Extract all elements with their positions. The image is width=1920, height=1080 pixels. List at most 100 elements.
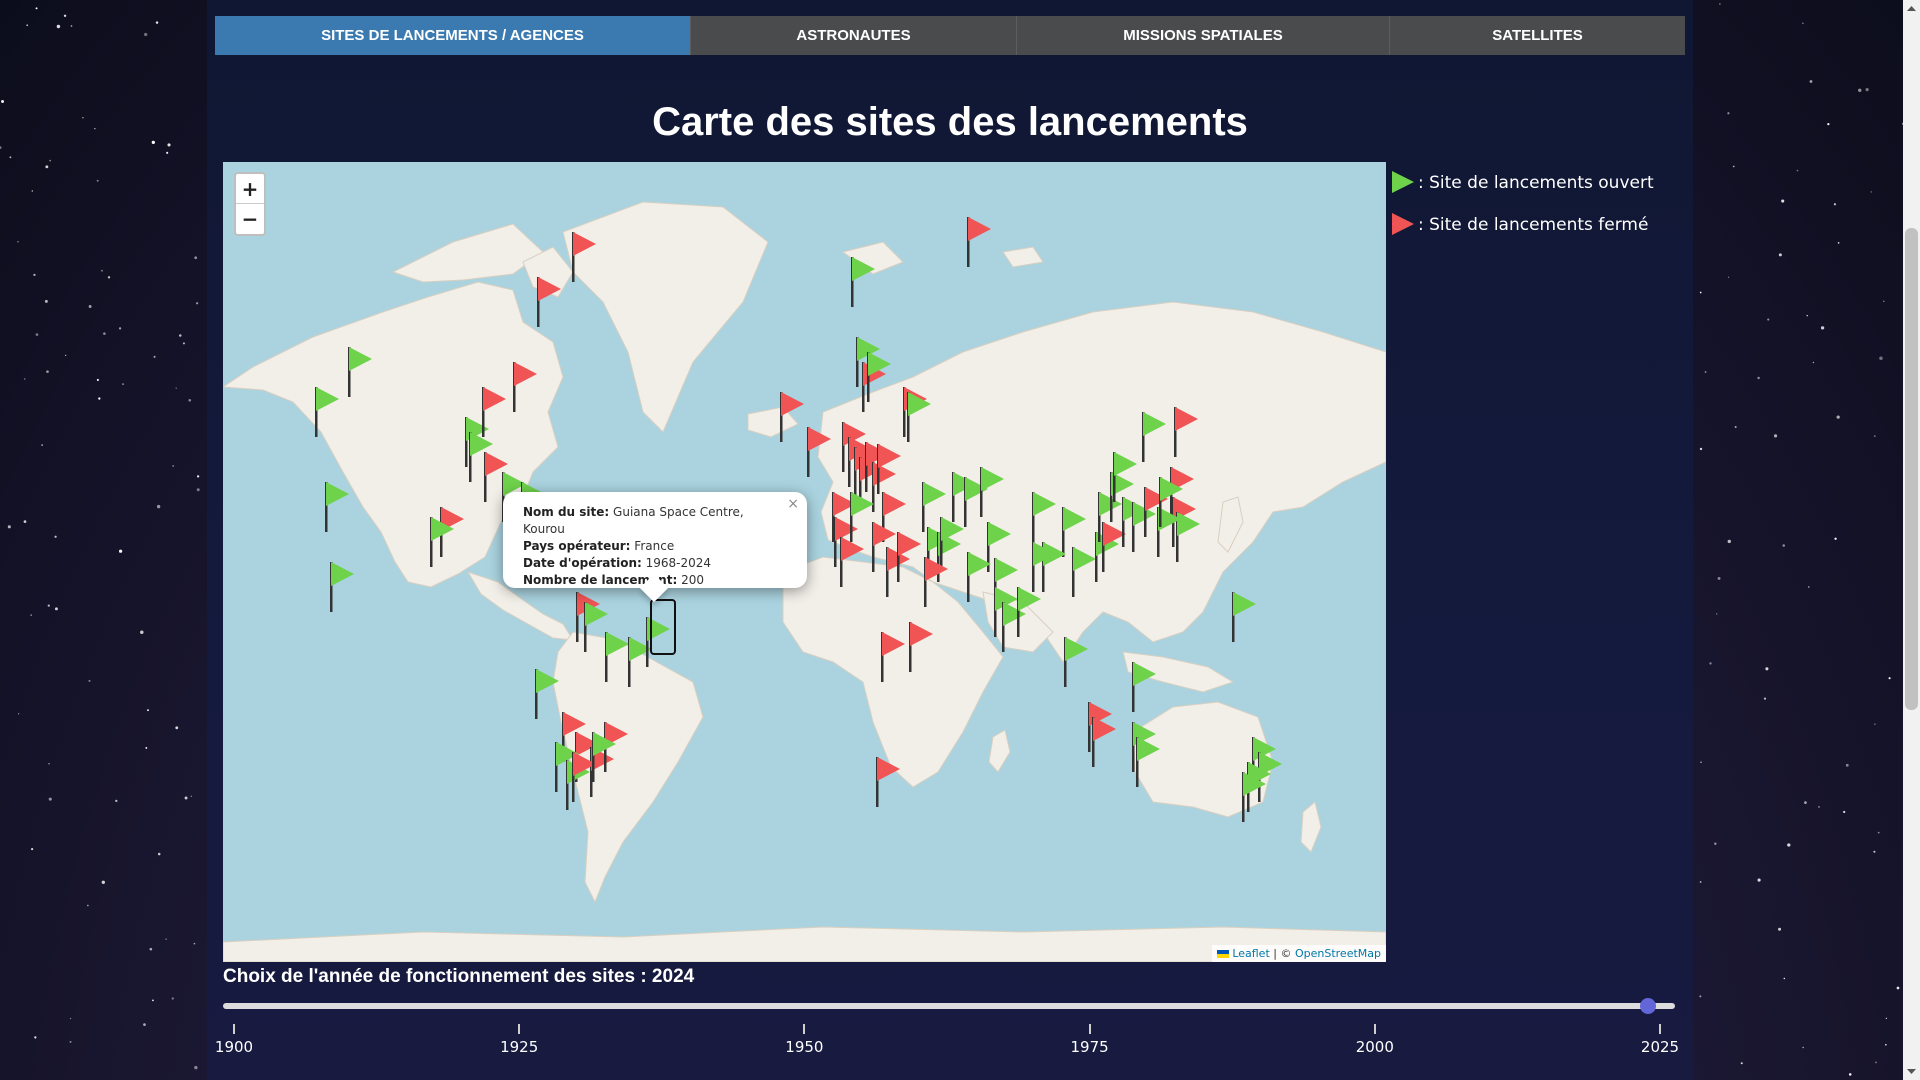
- open-site-flag-icon[interactable]: [980, 467, 1004, 517]
- closed-site-flag-icon[interactable]: [1092, 717, 1116, 767]
- closed-site-flag-icon[interactable]: [537, 277, 561, 327]
- open-site-flag-icon[interactable]: [1136, 737, 1160, 787]
- open-site-flag-icon[interactable]: [325, 482, 349, 532]
- open-site-flag-icon[interactable]: [1113, 452, 1137, 502]
- page-title: Carte des sites des lancements: [652, 100, 1248, 144]
- open-site-flag-icon[interactable]: [987, 522, 1011, 572]
- closed-site-flag-icon[interactable]: [832, 492, 856, 542]
- closed-site-flag-icon[interactable]: [924, 557, 948, 607]
- open-site-flag-icon[interactable]: [315, 387, 339, 437]
- open-site-flag-icon[interactable]: [1095, 532, 1119, 582]
- closed-site-flag-icon[interactable]: [840, 537, 864, 587]
- tab-astronauts[interactable]: ASTRONAUTES: [691, 16, 1017, 55]
- close-icon[interactable]: ×: [787, 496, 799, 512]
- open-site-flag-icon[interactable]: [1176, 512, 1200, 562]
- page-scrollbar[interactable]: [1903, 0, 1920, 1080]
- open-site-flag-icon[interactable]: [592, 732, 616, 782]
- closed-site-flag-icon[interactable]: [513, 362, 537, 412]
- open-site-flag-icon[interactable]: [1062, 507, 1086, 557]
- open-site-flag-icon[interactable]: [605, 632, 629, 682]
- closed-site-flag-icon[interactable]: [876, 757, 900, 807]
- open-site-flag-icon[interactable]: [922, 482, 946, 532]
- open-site-flag-icon[interactable]: [856, 337, 880, 387]
- open-site-flag-icon[interactable]: [555, 742, 579, 792]
- slider-tick: [1659, 1024, 1661, 1034]
- closed-site-flag-icon[interactable]: [484, 452, 508, 502]
- tab-satellites[interactable]: SATELLITES: [1390, 16, 1685, 55]
- open-site-flag-icon[interactable]: [964, 477, 988, 527]
- popup-launch-count: Nombre de lancement: 200: [523, 573, 704, 587]
- open-site-flag-icon[interactable]: [469, 432, 493, 482]
- open-site-flag-icon[interactable]: [502, 472, 526, 522]
- open-site-flag-icon[interactable]: [1110, 472, 1134, 522]
- open-site-flag-icon[interactable]: [867, 352, 891, 402]
- open-site-flag-icon[interactable]: [850, 492, 874, 542]
- open-site-flag-icon[interactable]: [1132, 662, 1156, 712]
- closed-site-flag-icon[interactable]: [834, 517, 858, 567]
- zoom-in-button[interactable]: +: [236, 174, 264, 204]
- open-site-flag-icon[interactable]: [628, 637, 652, 687]
- leaflet-link[interactable]: Leaflet: [1232, 947, 1270, 960]
- tab-missions[interactable]: MISSIONS SPATIALES: [1017, 16, 1390, 55]
- open-site-flag-icon[interactable]: [430, 517, 454, 567]
- closed-site-flag-icon[interactable]: [482, 387, 506, 437]
- open-site-flag-icon[interactable]: [1032, 492, 1056, 542]
- closed-site-flag-icon[interactable]: [882, 492, 906, 542]
- zoom-out-button[interactable]: −: [241, 207, 259, 231]
- closed-site-flag-icon[interactable]: [807, 427, 831, 477]
- open-site-flag-icon[interactable]: [851, 257, 875, 307]
- closed-site-flag-icon[interactable]: [562, 712, 586, 762]
- scroll-down-icon[interactable]: [1907, 1067, 1916, 1076]
- open-site-flag-icon[interactable]: [994, 558, 1018, 608]
- osm-link[interactable]: OpenStreetMap: [1294, 947, 1381, 960]
- open-site-flag-icon[interactable]: [1072, 547, 1096, 597]
- open-site-flag-icon[interactable]: [1242, 772, 1266, 822]
- closed-site-flag-icon[interactable]: [872, 522, 896, 572]
- closed-site-flag-icon[interactable]: [1144, 487, 1168, 537]
- closed-site-flag-icon[interactable]: [967, 217, 991, 267]
- open-site-flag-icon[interactable]: [330, 562, 354, 612]
- open-site-flag-icon[interactable]: [1157, 507, 1181, 557]
- closed-site-flag-icon[interactable]: [1174, 407, 1198, 457]
- year-selector-label: Choix de l'année de fonctionnement des s…: [223, 966, 695, 987]
- slider-tick: [1088, 1024, 1091, 1034]
- closed-site-flag-icon[interactable]: [881, 632, 905, 682]
- open-site-flag-icon[interactable]: [1159, 477, 1183, 527]
- slider-tick-label: 2025: [1640, 1038, 1680, 1056]
- open-site-flag-icon[interactable]: [1232, 592, 1256, 642]
- open-site-flag-icon[interactable]: [1064, 637, 1088, 687]
- open-site-flag-icon[interactable]: [646, 617, 670, 667]
- popup-site-name: Nom du site: Guiana Space Centre, Kourou: [523, 505, 744, 536]
- open-site-flag-icon[interactable]: [535, 669, 559, 719]
- open-site-flag-icon[interactable]: [1142, 412, 1166, 462]
- world-map[interactable]: + − × Nom du site: Guiana Space Centre, …: [223, 162, 1386, 962]
- open-site-flag-icon[interactable]: [1002, 602, 1026, 652]
- slider-tick: [233, 1024, 235, 1034]
- open-site-flag-icon[interactable]: [1017, 587, 1041, 637]
- closed-site-flag-icon[interactable]: [909, 622, 933, 672]
- zoom-control: + −: [234, 172, 266, 236]
- closed-site-flag-icon[interactable]: [572, 752, 596, 802]
- closed-site-flag-icon[interactable]: [877, 444, 901, 494]
- ukraine-flag-icon: [1217, 950, 1230, 958]
- open-site-flag-icon[interactable]: [994, 587, 1018, 637]
- open-site-flag-icon[interactable]: [584, 602, 608, 652]
- open-site-flag-icon[interactable]: [940, 517, 964, 567]
- open-site-flag-icon[interactable]: [967, 552, 991, 602]
- scroll-up-icon[interactable]: [1907, 4, 1916, 13]
- closed-site-flag-icon[interactable]: [1102, 522, 1126, 572]
- year-slider-track[interactable]: [223, 1003, 1675, 1009]
- closed-site-flag-icon[interactable]: [780, 392, 804, 442]
- open-site-flag-icon[interactable]: [907, 392, 931, 442]
- scroll-thumb[interactable]: [1905, 228, 1918, 710]
- legend-closed: : Site de lancements fermé: [1388, 204, 1688, 246]
- open-site-flag-icon[interactable]: [1032, 542, 1056, 592]
- map-legend: : Site de lancements ouvert : Site de la…: [1388, 162, 1688, 246]
- tab-launch-sites[interactable]: SITES DE LANCEMENTS / AGENCES: [215, 16, 691, 55]
- map-tiles: [223, 201, 1386, 962]
- open-site-flag-icon[interactable]: [348, 347, 372, 397]
- year-slider-thumb[interactable]: [1639, 998, 1656, 1014]
- closed-site-flag-icon[interactable]: [572, 232, 596, 282]
- closed-site-flag-icon[interactable]: [897, 532, 921, 582]
